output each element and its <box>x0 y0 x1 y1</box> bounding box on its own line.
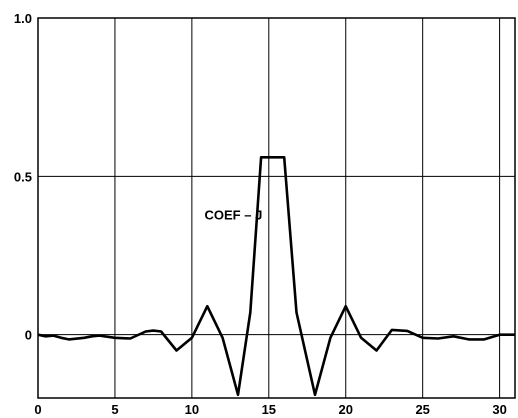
x-tick-label: 10 <box>185 402 199 417</box>
x-tick-label: 20 <box>339 402 353 417</box>
grid <box>38 18 515 398</box>
y-tick-label: 0.5 <box>14 169 32 184</box>
x-tick-label: 0 <box>34 402 41 417</box>
tick-labels: 0 5 10 15 20 25 30 0 0.5 1.0 <box>14 11 507 417</box>
x-tick-label: 30 <box>492 402 506 417</box>
x-tick-label: 25 <box>415 402 429 417</box>
plot-frame <box>37 17 516 399</box>
x-tick-label: 5 <box>111 402 118 417</box>
series-line <box>37 156 515 397</box>
annotation-label: COEF – J <box>205 207 263 222</box>
x-tick-label: 15 <box>262 402 276 417</box>
y-tick-label: 0 <box>25 328 32 343</box>
y-tick-label: 1.0 <box>14 11 32 26</box>
